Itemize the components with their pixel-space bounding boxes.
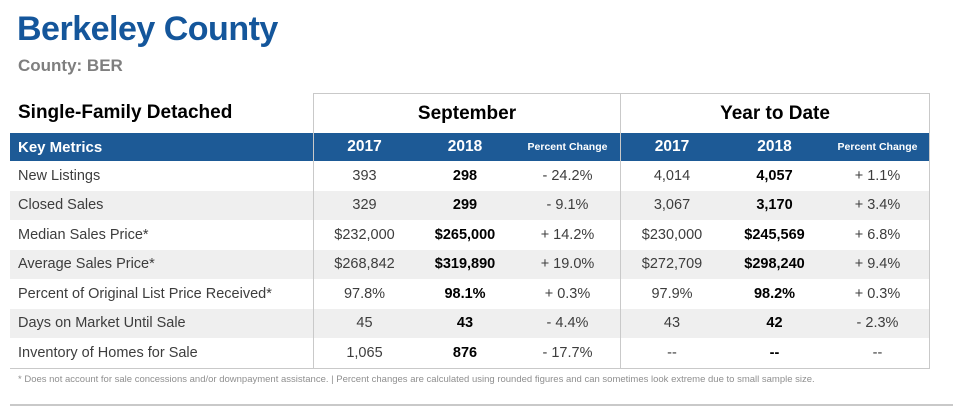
page-title: Berkeley County — [17, 10, 278, 48]
metrics-grid: Single-Family Detached September Year to… — [10, 93, 930, 368]
cell-value: 4,014 — [620, 161, 723, 191]
footnote: * Does not account for sale concessions … — [18, 373, 815, 385]
cell-value: 97.9% — [620, 279, 723, 309]
cell-value: 3,067 — [620, 190, 723, 220]
cell-value: 45 — [313, 308, 415, 338]
cell-value: 393 — [313, 161, 415, 191]
cell-value: 876 — [415, 338, 515, 368]
cell-value: 1,065 — [313, 338, 415, 368]
cell-value: + 0.3% — [515, 279, 620, 309]
cell-value: $268,842 — [313, 249, 415, 279]
row-label-average-sales-price: Average Sales Price* — [10, 249, 313, 279]
cell-value: - 4.4% — [515, 308, 620, 338]
key-metrics-header: Key Metrics — [10, 133, 313, 161]
cell-value: + 1.1% — [826, 161, 930, 191]
cell-value: + 9.4% — [826, 249, 930, 279]
page-subtitle: County: BER — [18, 56, 123, 75]
cell-value: - 9.1% — [515, 190, 620, 220]
cell-value: -- — [620, 338, 723, 368]
cell-value: 42 — [723, 308, 826, 338]
group-header-year-to-date: Year to Date — [620, 93, 930, 133]
column-header-ytd-percent-change: Percent Change — [826, 133, 930, 161]
metrics-report-table: Single-Family Detached September Year to… — [10, 93, 930, 369]
next-section-top-edge — [10, 404, 953, 406]
cell-value: -- — [723, 338, 826, 368]
cell-value: - 2.3% — [826, 308, 930, 338]
cell-value: $272,709 — [620, 249, 723, 279]
row-label-closed-sales: Closed Sales — [10, 190, 313, 220]
row-label-inventory: Inventory of Homes for Sale — [10, 338, 313, 368]
cell-value: - 24.2% — [515, 161, 620, 191]
cell-value: + 14.2% — [515, 220, 620, 250]
cell-value: + 19.0% — [515, 249, 620, 279]
cell-value: $298,240 — [723, 249, 826, 279]
cell-value: 97.8% — [313, 279, 415, 309]
row-label-pct-original-list-price: Percent of Original List Price Received* — [10, 279, 313, 309]
section-title: Single-Family Detached — [10, 93, 313, 132]
cell-value: - 17.7% — [515, 338, 620, 368]
group-header-september: September — [313, 93, 620, 133]
cell-value: 4,057 — [723, 161, 826, 191]
cell-value: 299 — [415, 190, 515, 220]
cell-value: $230,000 — [620, 220, 723, 250]
row-label-new-listings: New Listings — [10, 161, 313, 191]
cell-value: 3,170 — [723, 190, 826, 220]
column-header-ytd-2017: 2017 — [620, 133, 723, 161]
cell-value: 98.2% — [723, 279, 826, 309]
table-bottom-border — [10, 367, 930, 369]
cell-value: 43 — [415, 308, 515, 338]
column-header-sep-percent-change: Percent Change — [515, 133, 620, 161]
cell-value: + 0.3% — [826, 279, 930, 309]
cell-value: 298 — [415, 161, 515, 191]
cell-value: 329 — [313, 190, 415, 220]
cell-value: $232,000 — [313, 220, 415, 250]
cell-value: $319,890 — [415, 249, 515, 279]
row-label-days-on-market: Days on Market Until Sale — [10, 308, 313, 338]
row-label-median-sales-price: Median Sales Price* — [10, 220, 313, 250]
column-header-sep-2017: 2017 — [313, 133, 415, 161]
cell-value: 43 — [620, 308, 723, 338]
column-header-ytd-2018: 2018 — [723, 133, 826, 161]
cell-value: + 6.8% — [826, 220, 930, 250]
column-header-sep-2018: 2018 — [415, 133, 515, 161]
cell-value: + 3.4% — [826, 190, 930, 220]
cell-value: $245,569 — [723, 220, 826, 250]
cell-value: -- — [826, 338, 930, 368]
cell-value: 98.1% — [415, 279, 515, 309]
cell-value: $265,000 — [415, 220, 515, 250]
